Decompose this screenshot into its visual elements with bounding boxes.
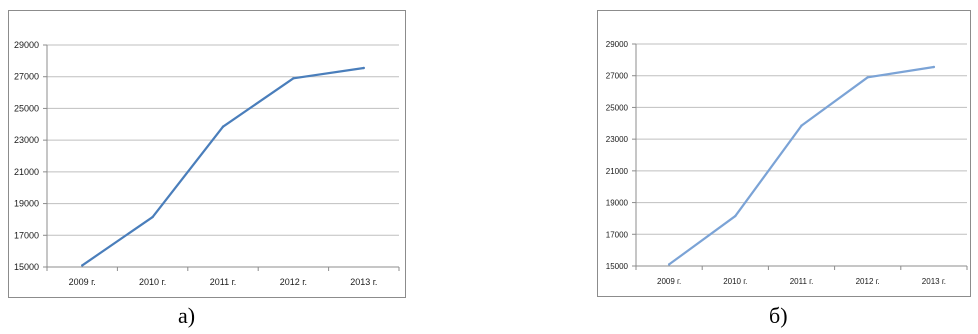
chart-b-series-line — [668, 65, 935, 266]
chart-b-x-tick-label: 2010 г. — [723, 277, 747, 286]
chart-a-x-tick-label: 2010 г. — [139, 277, 166, 287]
chart-b-x-tick-label: 2009 г. — [657, 277, 681, 286]
panel-label-a: а) — [178, 303, 196, 328]
chart-a-y-tick-label: 25000 — [14, 103, 39, 113]
chart-b-data-point — [866, 76, 869, 79]
chart-a-y-tick-label: 15000 — [14, 262, 39, 272]
chart-b-y-tick-label: 19000 — [606, 199, 629, 208]
chart-b-x-tick-label: 2012 г. — [856, 277, 880, 286]
chart-b-data-point — [667, 263, 671, 266]
chart-b-data-point — [932, 65, 936, 69]
panel-label-b: б) — [769, 303, 788, 328]
chart-a-x-tick-label: 2011 г. — [210, 277, 237, 287]
chart-b-y-tick-label: 21000 — [606, 167, 629, 176]
chart-a-y-tick-label: 29000 — [14, 40, 39, 50]
chart-a-data-point — [221, 125, 225, 128]
chart-b-data-point — [734, 214, 737, 218]
chart-b-y-tick-label: 27000 — [606, 72, 629, 81]
chart-a-series-line — [81, 66, 364, 267]
chart-a-x-tick-label: 2012 г. — [280, 277, 307, 287]
chart-a-y-tick-label: 17000 — [14, 230, 39, 240]
chart-a-y-tick-label: 27000 — [14, 72, 39, 82]
chart-a-x-tick-label: 2013 г. — [350, 277, 377, 287]
chart-b-x-tick-label: 2011 г. — [790, 277, 814, 286]
chart-b-y-tick-label: 25000 — [606, 103, 629, 112]
chart-a-y-tick-label: 21000 — [14, 167, 39, 177]
chart-a-data-point — [292, 77, 295, 80]
line-chart-b: 15000 17000 19000 21000 23000 25000 27000 29000… — [597, 10, 971, 297]
chart-a-y-tick-label: 19000 — [14, 199, 39, 209]
line-chart-a-plot: 15000 17000 19000 21000 23000 25000 27000 29000… — [14, 40, 400, 287]
chart-b-y-tick-label: 15000 — [606, 262, 629, 271]
chart-b-data-point — [800, 124, 803, 127]
chart-b-y-tick-label: 23000 — [606, 135, 629, 144]
chart-a-data-point — [81, 264, 84, 267]
chart-a-data-point — [362, 66, 365, 70]
line-chart-a: 15000 17000 19000 21000 23000 25000 27000 29000… — [8, 10, 406, 298]
chart-b-y-tick-label: 17000 — [606, 230, 629, 239]
chart-b-y-tick-label: 29000 — [606, 40, 629, 49]
chart-a-y-tick-label: 23000 — [14, 135, 39, 145]
chart-a-data-point — [151, 215, 154, 219]
chart-b-x-tick-label: 2013 г. — [922, 277, 946, 286]
chart-a-x-tick-label: 2009 г. — [69, 277, 96, 287]
line-chart-b-plot: 15000 17000 19000 21000 23000 25000 27000 29000… — [606, 40, 968, 286]
